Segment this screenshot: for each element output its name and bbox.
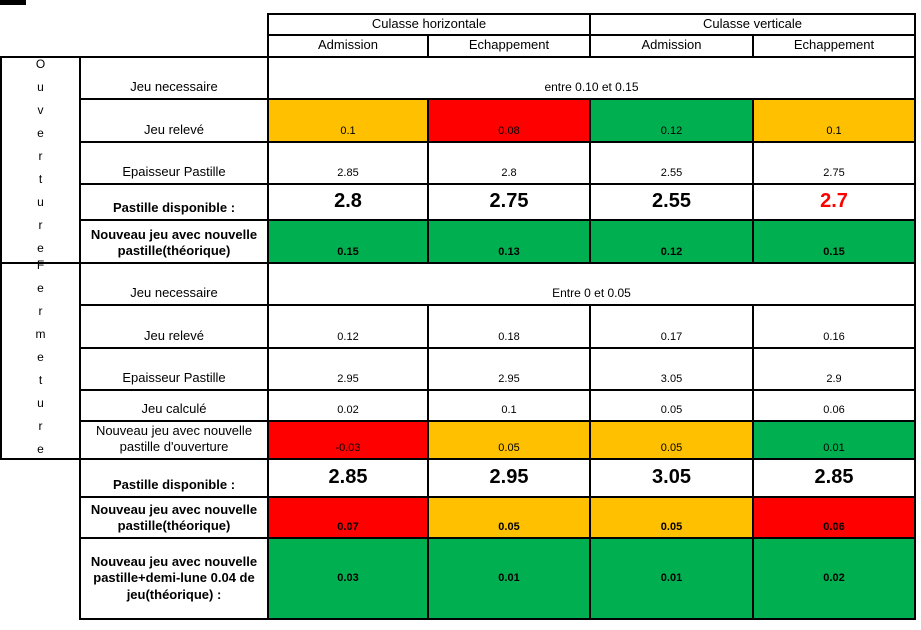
cell-f-releve-ch-adm[interactable]: 0.12 [267, 304, 429, 349]
cell-b-nouveau-cv-ech[interactable]: 0.06 [752, 496, 916, 539]
header-culasse-verticale[interactable]: Culasse verticale [589, 13, 916, 36]
cell-o-pastille-cv-ech[interactable]: 2.7 [752, 183, 916, 221]
cell-f-epaisseur-cv-ech[interactable]: 2.9 [752, 347, 916, 391]
cell-o-pastille-ch-adm[interactable]: 2.8 [267, 183, 429, 221]
label-o-jeu-necessaire[interactable]: Jeu necessaire [79, 56, 269, 100]
cell-o-jeu-necessaire-merged[interactable]: entre 0.10 et 0.15 [267, 56, 916, 100]
label-b-pastille-disponible[interactable]: Pastille disponible : [79, 458, 269, 498]
header-culasse-horizontale[interactable]: Culasse horizontale [267, 13, 591, 36]
cell-o-epaisseur-cv-ech[interactable]: 2.75 [752, 141, 916, 185]
cell-f-epaisseur-cv-adm[interactable]: 3.05 [589, 347, 754, 391]
cell-b-demilune-cv-ech[interactable]: 0.02 [752, 537, 916, 620]
header-cv-admission[interactable]: Admission [589, 34, 754, 58]
cell-b-nouveau-ch-ech[interactable]: 0.05 [427, 496, 591, 539]
cell-b-pastille-ch-ech[interactable]: 2.95 [427, 458, 591, 498]
cell-f-jeu-necessaire-merged[interactable]: Entre 0 et 0.05 [267, 262, 916, 306]
cell-b-pastille-cv-adm[interactable]: 3.05 [589, 458, 754, 498]
cell-o-epaisseur-ch-ech[interactable]: 2.8 [427, 141, 591, 185]
section-fermeture[interactable]: Fermeture [0, 258, 81, 465]
cell-f-releve-cv-ech[interactable]: 0.16 [752, 304, 916, 349]
cell-f-nouveau-ch-adm[interactable]: -0.03 [267, 420, 429, 460]
cell-f-nouveau-cv-adm[interactable]: 0.05 [589, 420, 754, 460]
cell-o-nouveau-ch-adm[interactable]: 0.15 [267, 219, 429, 264]
cell-o-nouveau-ch-ech[interactable]: 0.13 [427, 219, 591, 264]
header-cv-echappement[interactable]: Echappement [752, 34, 916, 58]
header-ch-echappement[interactable]: Echappement [427, 34, 591, 58]
cell-b-demilune-cv-adm[interactable]: 0.01 [589, 537, 754, 620]
label-f-jeu-releve[interactable]: Jeu relevé [79, 304, 269, 349]
cell-f-releve-cv-adm[interactable]: 0.17 [589, 304, 754, 349]
label-b-nouveau-jeu[interactable]: Nouveau jeu avec nouvelle pastille(théor… [79, 496, 269, 539]
cell-o-nouveau-cv-adm[interactable]: 0.12 [589, 219, 754, 264]
cell-o-releve-cv-ech[interactable]: 0.1 [752, 98, 916, 143]
label-o-epaisseur-pastille[interactable]: Epaisseur Pastille [79, 141, 269, 185]
section-ouverture-label: Ouverture [33, 56, 48, 264]
screen-corner-artifact [0, 0, 26, 5]
cell-o-epaisseur-ch-adm[interactable]: 2.85 [267, 141, 429, 185]
cell-f-nouveau-cv-ech[interactable]: 0.01 [752, 420, 916, 460]
cell-o-releve-ch-adm[interactable]: 0.1 [267, 98, 429, 143]
cell-o-releve-cv-adm[interactable]: 0.12 [589, 98, 754, 143]
cell-o-pastille-ch-ech[interactable]: 2.75 [427, 183, 591, 221]
cell-o-pastille-cv-adm[interactable]: 2.55 [589, 183, 754, 221]
label-o-pastille-disponible[interactable]: Pastille disponible : [79, 183, 269, 221]
cell-f-epaisseur-ch-ech[interactable]: 2.95 [427, 347, 591, 391]
cell-f-epaisseur-ch-adm[interactable]: 2.95 [267, 347, 429, 391]
cell-f-calcule-ch-adm[interactable]: 0.02 [267, 389, 429, 422]
cell-o-nouveau-cv-ech[interactable]: 0.15 [752, 219, 916, 264]
header-ch-admission[interactable]: Admission [267, 34, 429, 58]
cell-f-calcule-cv-adm[interactable]: 0.05 [589, 389, 754, 422]
cell-f-calcule-cv-ech[interactable]: 0.06 [752, 389, 916, 422]
cell-f-releve-ch-ech[interactable]: 0.18 [427, 304, 591, 349]
label-f-nouveau-jeu-ouverture[interactable]: Nouveau jeu avec nouvelle pastille d'ouv… [79, 420, 269, 460]
cell-b-pastille-cv-ech[interactable]: 2.85 [752, 458, 916, 498]
label-o-jeu-releve[interactable]: Jeu relevé [79, 98, 269, 143]
cell-o-releve-ch-ech[interactable]: 0.08 [427, 98, 591, 143]
section-fermeture-label: Fermeture [33, 257, 48, 465]
label-b-demi-lune[interactable]: Nouveau jeu avec nouvelle pastille+demi-… [79, 537, 269, 620]
label-o-nouveau-jeu[interactable]: Nouveau jeu avec nouvelle pastille(théor… [79, 219, 269, 264]
section-ouverture[interactable]: Ouverture [0, 56, 81, 264]
cell-b-demilune-ch-ech[interactable]: 0.01 [427, 537, 591, 620]
cell-b-demilune-ch-adm[interactable]: 0.03 [267, 537, 429, 620]
cell-b-nouveau-ch-adm[interactable]: 0.07 [267, 496, 429, 539]
cell-b-pastille-ch-adm[interactable]: 2.85 [267, 458, 429, 498]
label-f-epaisseur-pastille[interactable]: Epaisseur Pastille [79, 347, 269, 391]
cell-f-nouveau-ch-ech[interactable]: 0.05 [427, 420, 591, 460]
label-f-jeu-calcule[interactable]: Jeu calculé [79, 389, 269, 422]
cell-o-epaisseur-cv-adm[interactable]: 2.55 [589, 141, 754, 185]
label-f-jeu-necessaire[interactable]: Jeu necessaire [79, 262, 269, 306]
cell-b-nouveau-cv-adm[interactable]: 0.05 [589, 496, 754, 539]
cell-f-calcule-ch-ech[interactable]: 0.1 [427, 389, 591, 422]
